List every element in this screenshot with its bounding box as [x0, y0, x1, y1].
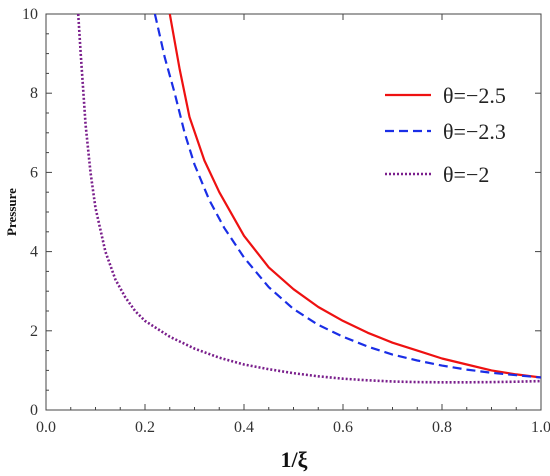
series-line-3 — [76, 14, 541, 384]
x-axis-title: 1/ξ — [281, 447, 308, 472]
legend-label-3: θ=−2 — [443, 162, 489, 187]
x-tick-label: 0.0 — [36, 419, 56, 436]
x-tick-label: 0.4 — [234, 419, 254, 436]
y-tick-label: 8 — [30, 85, 38, 102]
legend: θ=−2.5 θ=−2.3 θ=−2 — [385, 83, 506, 187]
y-tick-label: 0 — [30, 402, 38, 419]
series-group — [76, 14, 541, 384]
plot-frame — [45, 13, 542, 411]
y-tick-label: 2 — [30, 323, 38, 340]
x-tick-label: 0.8 — [432, 419, 452, 436]
series-line-2 — [153, 14, 541, 379]
x-tick-label: 0.6 — [333, 419, 353, 436]
x-tick-label: 1.0 — [531, 419, 550, 436]
axis-ticks: 0.0 0.2 0.4 0.6 0.8 1.0 0 2 4 6 8 10 — [22, 6, 550, 436]
y-tick-label: 10 — [22, 6, 38, 23]
y-axis-title: Pressure — [4, 188, 19, 236]
y-tick-label: 6 — [30, 164, 38, 181]
y-tick-label: 4 — [30, 244, 38, 261]
series-line-1 — [168, 14, 541, 379]
legend-label-2: θ=−2.3 — [443, 119, 506, 144]
x-tick-label: 0.2 — [135, 419, 155, 436]
legend-label-1: θ=−2.5 — [443, 83, 506, 108]
